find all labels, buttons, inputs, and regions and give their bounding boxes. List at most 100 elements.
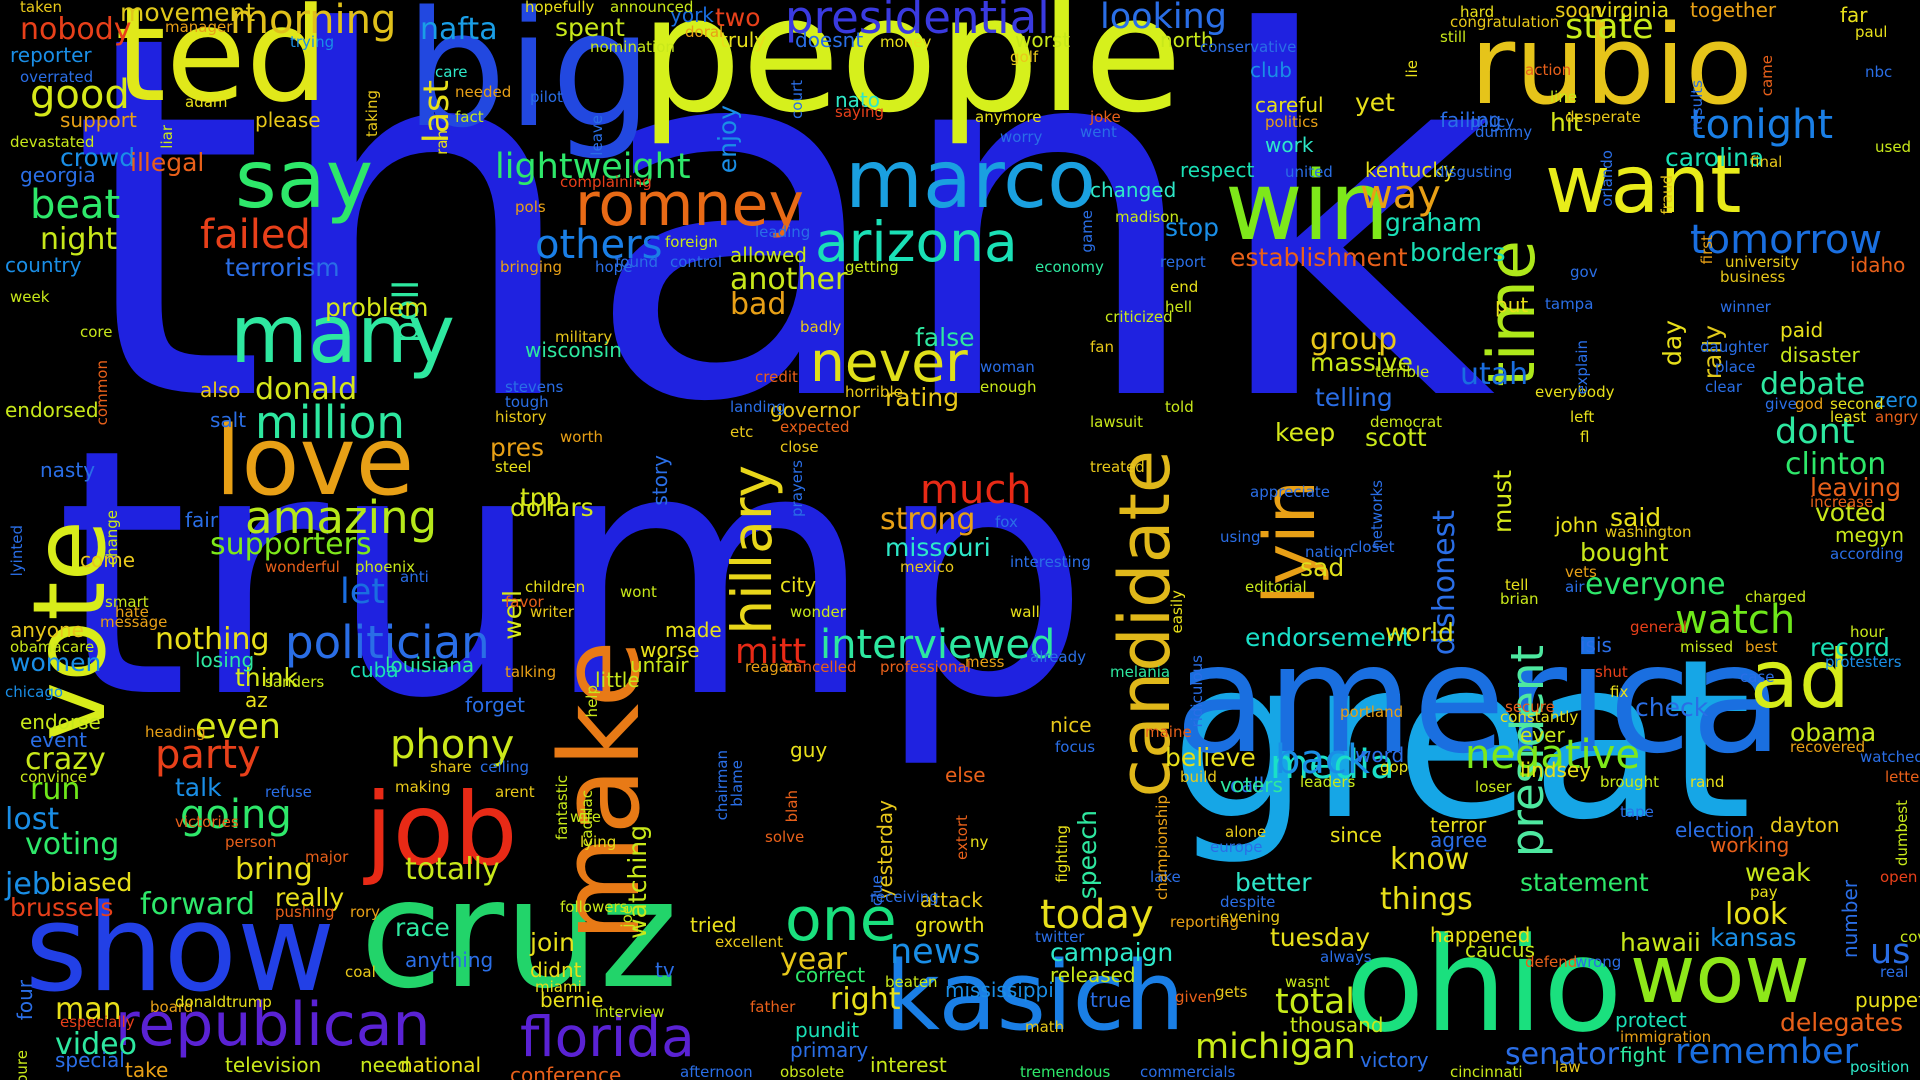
word-changed: changed (1090, 178, 1177, 202)
word-campaign: campaign (1050, 938, 1174, 967)
word-arizona: arizona (815, 210, 1018, 274)
word-manager: manager (165, 18, 233, 36)
word-brian: brian (1500, 590, 1539, 608)
word-university: university (1725, 253, 1800, 271)
word-salt: salt (210, 408, 247, 432)
word-always: always (1320, 948, 1372, 966)
word-say: say (235, 133, 374, 226)
word-joke: joke (1090, 108, 1121, 126)
word-daughter: daughter (1700, 338, 1769, 356)
word-politics: politics (1265, 113, 1319, 131)
word-business: business (1720, 268, 1786, 286)
word-romney: romney (575, 170, 804, 240)
word-person: person (225, 833, 277, 851)
word-arent: arent (495, 783, 535, 801)
word-georgia: georgia (20, 163, 96, 187)
word-hate: hate (115, 603, 149, 621)
word-pundit: pundit (795, 1018, 860, 1042)
word-common: common (93, 360, 111, 426)
word-gop: gop (1380, 758, 1409, 776)
word-sad: sad (1300, 553, 1345, 582)
word-lightweight: lightweight (495, 147, 691, 187)
word-wonderful: wonderful (265, 558, 340, 576)
word-tell: tell (1505, 576, 1529, 594)
word-else: else (945, 763, 986, 787)
word-children: children (525, 578, 586, 596)
word-guy: guy (790, 738, 828, 762)
word-fox: fox (995, 513, 1018, 531)
word-endorsed: endorsed (5, 398, 99, 422)
word-bringing: bringing (500, 258, 563, 276)
word-best: best (1745, 638, 1778, 656)
word-fix: fix (1610, 683, 1629, 701)
word-strong: strong (880, 502, 976, 537)
word-nato: nato (835, 88, 881, 112)
word-military: military (555, 328, 613, 346)
word-two: two (715, 3, 761, 32)
word-open: open (1880, 868, 1918, 886)
word-close: close (780, 438, 819, 456)
word-party: party (155, 732, 261, 778)
word-paid: paid (1780, 318, 1824, 342)
word-massive: massive (1310, 348, 1413, 377)
word-keep: keep (1275, 418, 1336, 447)
word-dollars: dollars (510, 493, 594, 522)
word-soon: soon (1555, 0, 1603, 22)
word-winner: winner (1720, 298, 1771, 316)
word-wall: wall (1010, 603, 1040, 621)
word-change: change (103, 510, 121, 566)
word-day: day (1658, 320, 1687, 366)
word-obama: obama (1790, 718, 1877, 747)
word-rand: rand (1690, 773, 1725, 791)
word-used: used (1875, 138, 1912, 156)
word-happened: happened (1430, 923, 1531, 947)
word-made: made (665, 618, 722, 642)
word-nasty: nasty (40, 458, 96, 482)
word-ny: ny (970, 833, 989, 851)
word-marco: marco (845, 133, 1097, 226)
word-spent: spent (555, 13, 625, 42)
word-anymore: anymore (975, 108, 1042, 126)
word-illegal: illegal (130, 148, 205, 177)
word-dayton: dayton (1770, 813, 1840, 837)
word-extort: extort (953, 815, 971, 860)
word-negative: negative (1465, 732, 1640, 778)
word-build: build (1180, 768, 1217, 786)
word-republican: republican (115, 990, 431, 1060)
word-europe: europe (1210, 838, 1263, 856)
word-record: record (1810, 633, 1890, 662)
word-man: man (55, 992, 122, 1027)
word-taking: taking (363, 90, 381, 137)
word-trump: trump (55, 377, 1091, 773)
word-leading: leading (755, 223, 811, 241)
word-senator: senator (1505, 1037, 1619, 1072)
word-reporter: reporter (10, 43, 92, 67)
word-many: many (230, 288, 455, 381)
word-care: care (435, 63, 468, 81)
word-fair: fair (185, 508, 219, 532)
word-ohio: ohio (1345, 909, 1623, 1061)
word-explain: explain (1573, 340, 1591, 395)
word-give: give (1765, 395, 1797, 413)
word-tremendous: tremendous (1020, 1063, 1111, 1080)
word-come: come (80, 548, 136, 572)
word-going: going (180, 792, 292, 838)
word-woman: woman (980, 358, 1035, 376)
word-failing: failing (1440, 108, 1502, 132)
word-let: let (340, 572, 385, 612)
word-conservative: conservative (1200, 38, 1297, 56)
word-leaders: leaders (1300, 773, 1356, 791)
word-clinton: clinton (1785, 447, 1887, 482)
word-reporting: reporting (1170, 913, 1240, 931)
word-obamacare: obamacare (10, 638, 95, 656)
word-better: better (1235, 868, 1312, 897)
word-clear: clear (1705, 378, 1743, 396)
word-losing: losing (195, 648, 255, 672)
word-appreciate: appreciate (1250, 483, 1331, 501)
word-biased: biased (50, 868, 133, 897)
word-end: end (1170, 278, 1199, 296)
word-us: us (1870, 932, 1911, 972)
word-race: race (395, 913, 450, 942)
word-mess: mess (965, 653, 1005, 671)
word-easily: easily (1168, 590, 1186, 634)
